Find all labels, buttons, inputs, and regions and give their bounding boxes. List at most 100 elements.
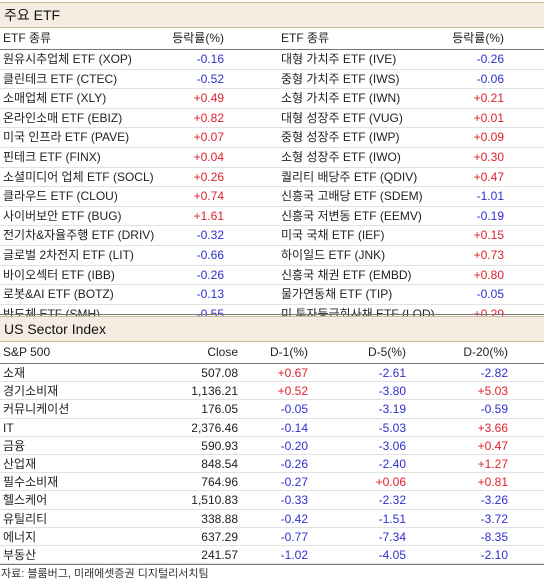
etf-name-left: 클린테크 ETF (CTEC) xyxy=(3,71,118,86)
sector-name: 금융 xyxy=(3,438,26,453)
sector-name: IT xyxy=(3,420,14,435)
etf-name-right: 소형 성장주 ETF (IWO) xyxy=(281,150,401,164)
sector-d1: -0.42 xyxy=(280,511,308,526)
sector-d5: -4.05 xyxy=(378,548,406,562)
etf-name-left: 전기차&자율주행 ETF (DRIV) xyxy=(3,228,155,243)
sector-d5: -3.80 xyxy=(378,384,406,399)
etf-name-left: 소매업체 ETF (XLY) xyxy=(3,91,107,106)
sector-close: 507.08 xyxy=(201,366,238,380)
sector-d1-header: D-1(%) xyxy=(270,345,308,359)
sector-name: 필수소비재 xyxy=(3,475,59,490)
sector-d20: +0.81 xyxy=(477,475,508,490)
sector-d1: -0.20 xyxy=(280,438,308,453)
etf-change-left: +0.49 xyxy=(193,91,224,106)
etf-name-left: 원유시추업체 ETF (XOP) xyxy=(3,52,132,66)
etf-name-header-left: ETF 종류 xyxy=(3,31,52,45)
sector-d5: -2.61 xyxy=(378,366,406,380)
sector-d20: -8.35 xyxy=(480,529,508,544)
etf-table-row: 원유시추업체 ETF (XOP) -0.16 대형 가치주 ETF (IVE) -0.… xyxy=(0,50,544,70)
sector-name: 에너지 xyxy=(3,529,37,544)
sector-d20: -2.82 xyxy=(480,366,508,380)
etf-change-right: +0.73 xyxy=(473,248,504,262)
etf-name-left: 글로벌 2차전지 ETF (LIT) xyxy=(3,248,134,262)
etf-section-title: 주요 ETF xyxy=(0,2,544,28)
etf-name-right: 미국 국채 ETF (IEF) xyxy=(281,228,385,243)
sector-d20: -3.72 xyxy=(480,511,508,526)
sector-section-title: US Sector Index xyxy=(0,316,544,342)
etf-change-right: -0.06 xyxy=(476,71,504,86)
etf-header-row: ETF 종류 등락률(%) ETF 종류 등락률(%) xyxy=(0,28,544,50)
sector-name: 부동산 xyxy=(3,548,37,562)
etf-table-row: 소매업체 ETF (XLY) +0.49 소형 가치주 ETF (IWN) +0.21 xyxy=(0,89,544,109)
etf-name-left: 클라우드 ETF (CLOU) xyxy=(3,189,118,204)
etf-table-row: 온라인소매 ETF (EBIZ) +0.82 대형 성장주 ETF (VUG) +0.… xyxy=(0,109,544,129)
sector-close: 176.05 xyxy=(201,402,238,417)
etf-name-right: 신흥국 채권 ETF (EMBD) xyxy=(281,267,412,282)
etf-change-right: +0.47 xyxy=(473,169,504,184)
sector-d1: +0.52 xyxy=(277,384,308,399)
etf-change-right: -1.01 xyxy=(476,189,504,204)
etf-chg-header-left: 등락률(%) xyxy=(172,31,224,45)
etf-change-left: +0.07 xyxy=(193,130,224,145)
sector-name: 산업재 xyxy=(3,457,37,471)
source-note: 자료: 블룸버그, 미래에셋증권 디지털리서치팀 xyxy=(1,568,209,580)
etf-change-left: -0.16 xyxy=(196,52,224,66)
etf-change-right: +0.80 xyxy=(473,267,504,282)
etf-table-row: 클라우드 ETF (CLOU) +0.74 신흥국 고배당 ETF (SDEM) -1… xyxy=(0,187,544,207)
sector-name: 소재 xyxy=(3,366,26,380)
sector-d5: -1.51 xyxy=(378,511,406,526)
sector-table-row: 커뮤니케이션 176.05 -0.05 -3.19 -0.59 xyxy=(0,400,544,419)
etf-change-left: -0.32 xyxy=(196,228,224,243)
etf-change-right: +0.01 xyxy=(473,110,504,125)
sector-table-row: 경기소비재 1,136.21 +0.52 -3.80 +5.03 xyxy=(0,382,544,401)
etf-name-right: 대형 가치주 ETF (IVE) xyxy=(281,52,397,66)
etf-name-left: 핀테크 ETF (FINX) xyxy=(3,150,101,164)
etf-name-right: 하이일드 ETF (JNK) xyxy=(281,248,386,262)
etf-name-right: 중형 성장주 ETF (IWP) xyxy=(281,130,400,145)
sector-d1: -0.26 xyxy=(280,457,308,471)
etf-change-right: -0.26 xyxy=(476,52,504,66)
sector-name: 경기소비재 xyxy=(3,384,59,399)
etf-chg-header-right: 등락률(%) xyxy=(452,31,504,45)
etf-name-left: 미국 인프라 ETF (PAVE) xyxy=(3,130,130,145)
etf-table-row: 핀테크 ETF (FINX) +0.04 소형 성장주 ETF (IWO) +0.30 xyxy=(0,148,544,168)
sector-d5: -7.34 xyxy=(378,529,406,544)
etf-name-right: 소형 가치주 ETF (IWN) xyxy=(281,91,401,106)
etf-change-left: -0.13 xyxy=(196,287,224,302)
etf-name-right: 중형 가치주 ETF (IWS) xyxy=(281,71,400,86)
sector-bottom-rule xyxy=(0,564,544,565)
sector-close: 590.93 xyxy=(201,438,238,453)
sector-table-row: 유틸리티 338.88 -0.42 -1.51 -3.72 xyxy=(0,510,544,528)
etf-change-right: +0.09 xyxy=(473,130,504,145)
etf-table-row: 바이오섹터 ETF (IBB) -0.26 신흥국 채권 ETF (EMBD) +0.… xyxy=(0,266,544,286)
sector-name: 커뮤니케이션 xyxy=(3,402,70,417)
sector-table-row: 에너지 637.29 -0.77 -7.34 -8.35 xyxy=(0,528,544,546)
etf-change-left: +0.04 xyxy=(193,150,224,164)
sector-table-row: 산업재 848.54 -0.26 -2.40 +1.27 xyxy=(0,455,544,474)
sector-d20: -2.10 xyxy=(480,548,508,562)
sector-d20: +5.03 xyxy=(477,384,508,399)
etf-table-row: 로봇&AI ETF (BOTZ) -0.13 물가연동채 ETF (TIP) -0.0… xyxy=(0,285,544,305)
etf-name-right: 신흥국 저변동 ETF (EEMV) xyxy=(281,208,422,223)
sector-d20: -3.26 xyxy=(480,493,508,508)
etf-name-right: 퀄리티 배당주 ETF (QDIV) xyxy=(281,169,418,184)
sector-d20: -0.59 xyxy=(480,402,508,417)
etf-name-right: 물가연동채 ETF (TIP) xyxy=(281,287,393,302)
sector-table-row: 금융 590.93 -0.20 -3.06 +0.47 xyxy=(0,437,544,455)
etf-table-row: 전기차&자율주행 ETF (DRIV) -0.32 미국 국채 ETF (IEF) +… xyxy=(0,226,544,246)
sector-name-header: S&P 500 xyxy=(3,345,51,359)
sector-d20: +1.27 xyxy=(477,457,508,471)
sector-table-row: 헬스케어 1,510.83 -0.33 -2.32 -3.26 xyxy=(0,491,544,510)
sector-d5: +0.06 xyxy=(375,475,406,490)
sector-d1: -0.14 xyxy=(280,420,308,435)
sector-d20-header: D-20(%) xyxy=(463,345,508,359)
sector-header-row: S&P 500 Close D-1(%) D-5(%) D-20(%) xyxy=(0,342,544,364)
etf-name-left: 소셜미디어 업체 ETF (SOCL) xyxy=(3,169,154,184)
etf-change-left: +0.74 xyxy=(193,189,224,204)
etf-change-right: +0.30 xyxy=(473,150,504,164)
etf-change-left: -0.52 xyxy=(196,71,224,86)
etf-change-right: -0.19 xyxy=(476,208,504,223)
sector-close: 338.88 xyxy=(201,511,238,526)
sector-close: 1,510.83 xyxy=(191,493,238,508)
etf-name-left: 사이버보안 ETF (BUG) xyxy=(3,208,122,223)
